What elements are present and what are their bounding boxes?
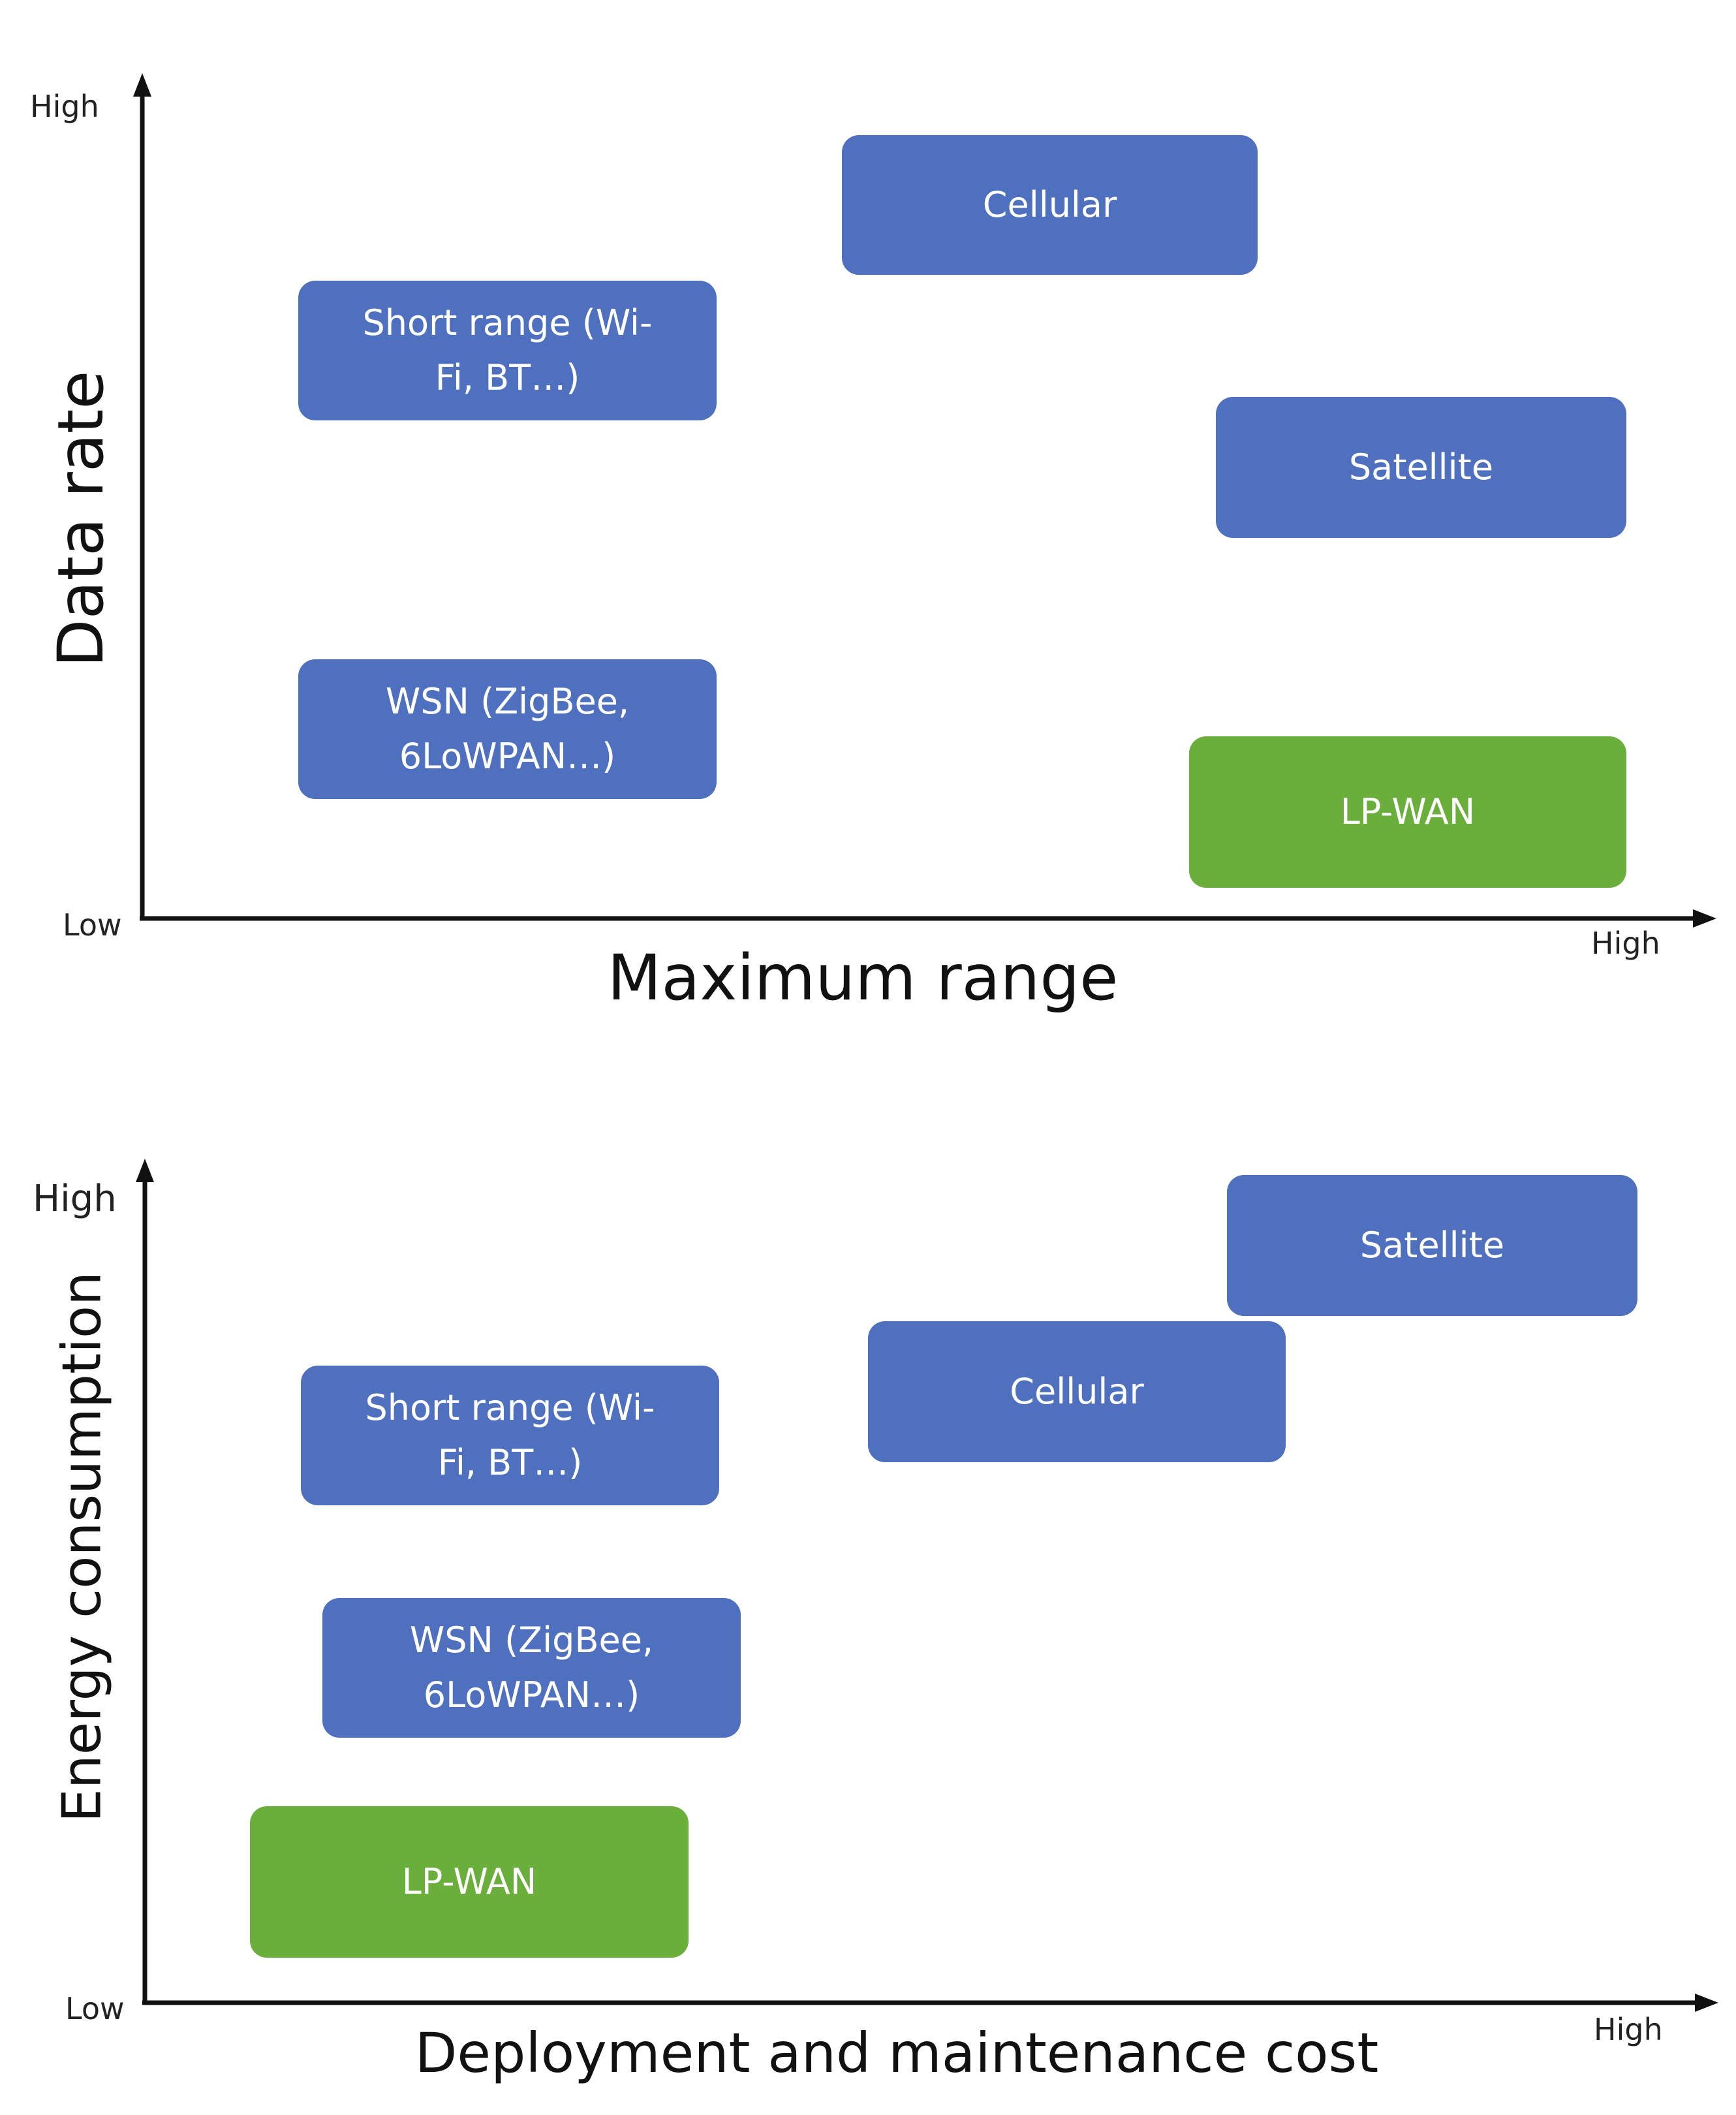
bottom-x-axis [142,1994,1718,2012]
bottom-short-range-label-line1: Short range (Wi- [365,1387,655,1428]
bottom-wsn-box: WSN (ZigBee, 6LoWPAN…) [322,1598,741,1738]
top-y-axis-title: Data rate [44,370,117,668]
bottom-y-axis [136,1159,154,2003]
bottom-lpwan-label: LP-WAN [401,1861,537,1902]
bottom-satellite-box: Satellite [1227,1175,1637,1316]
bottom-y-axis-title: Energy consumption [51,1271,114,1823]
top-lpwan-box: LP-WAN [1189,736,1626,888]
top-short-range-label-line2: Fi, BT…) [435,357,580,398]
top-short-range-box: Short range (Wi- Fi, BT…) [298,281,717,420]
bottom-lpwan-box: LP-WAN [250,1806,689,1958]
top-y-axis [133,73,151,918]
top-origin-low-label: Low [63,907,122,943]
bottom-x-high-label: High [1594,2012,1663,2047]
bottom-wsn-label-line1: WSN (ZigBee, [409,1620,654,1661]
top-wsn-label-line1: WSN (ZigBee, [385,681,630,722]
top-satellite-box: Satellite [1216,397,1626,538]
bottom-cellular-box: Cellular [868,1321,1286,1462]
top-x-high-label: High [1591,926,1660,961]
top-chart-panel: High Low High Data rate Maximum range Ce… [30,89,1660,1014]
bottom-y-high-label: High [33,1178,117,1220]
bottom-satellite-label: Satellite [1359,1225,1505,1266]
bottom-short-range-box: Short range (Wi- Fi, BT…) [301,1366,719,1505]
top-x-axis-title: Maximum range [607,941,1119,1014]
bottom-wsn-label-line2: 6LoWPAN…) [423,1674,640,1716]
top-cellular-box: Cellular [842,135,1258,275]
top-y-high-label: High [30,89,99,124]
top-wsn-box: WSN (ZigBee, 6LoWPAN…) [298,659,717,799]
bottom-x-axis-title: Deployment and maintenance cost [414,2021,1379,2085]
top-satellite-label: Satellite [1348,446,1494,488]
bottom-chart-panel: High Low High Energy consumption Deploym… [0,1058,1736,2115]
top-lpwan-label: LP-WAN [1340,791,1476,832]
bottom-origin-low-label: Low [65,1991,125,2026]
bottom-cellular-label: Cellular [1010,1371,1144,1412]
top-wsn-label-line2: 6LoWPAN…) [399,736,616,777]
bottom-short-range-label-line2: Fi, BT…) [437,1442,583,1483]
top-cellular-label: Cellular [982,184,1117,225]
top-short-range-label-line1: Short range (Wi- [362,302,653,343]
top-x-axis [140,909,1716,928]
